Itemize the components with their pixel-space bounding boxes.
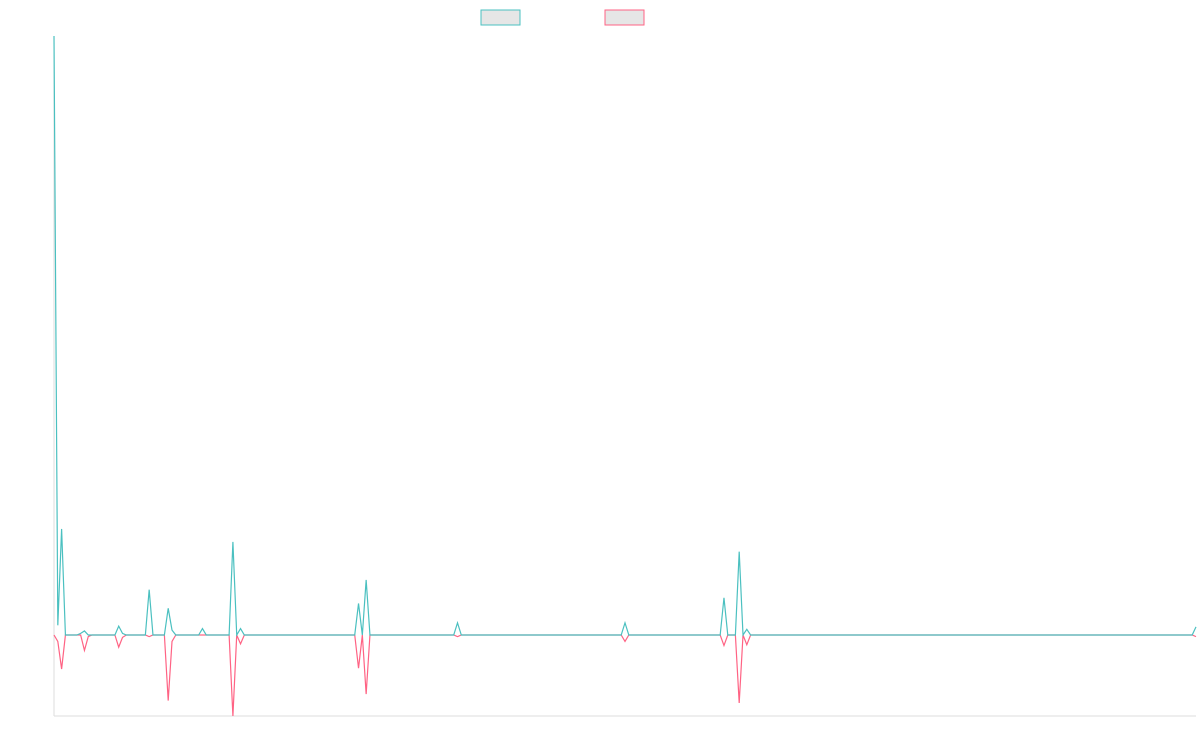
series-line-b[interactable] [53,634,1197,716]
series-line-a[interactable] [53,35,1197,638]
legend-swatch-series-a[interactable] [480,9,521,26]
series-layer [53,35,1197,716]
legend-swatch-series-b[interactable] [604,9,645,26]
legend [480,9,645,26]
